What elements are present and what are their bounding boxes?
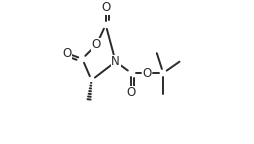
Text: O: O (101, 1, 110, 14)
Text: N: N (111, 55, 120, 68)
Text: O: O (92, 38, 101, 51)
Text: O: O (62, 47, 71, 60)
Text: O: O (142, 67, 151, 79)
Text: O: O (127, 86, 136, 99)
